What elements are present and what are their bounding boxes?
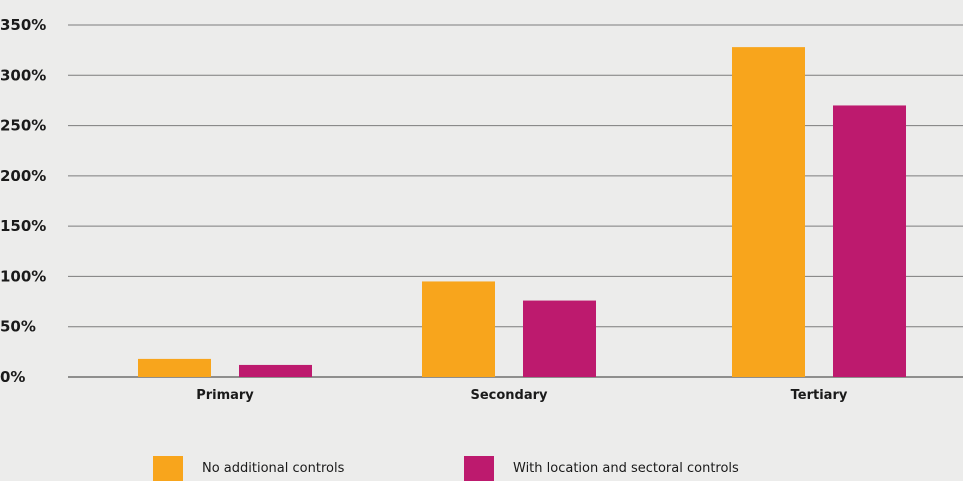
bar-primary-series-1 [138, 358, 211, 377]
y-axis-ticks: 0% 50% 100% 150% 200% 250% 300% 350% [0, 16, 46, 386]
y-tick-label: 50% [0, 318, 36, 336]
legend-label: No additional controls [202, 461, 345, 476]
bar-tertiary-series-2 [833, 105, 906, 377]
bar-secondary-series-2 [523, 300, 596, 377]
y-tick-label: 100% [0, 267, 46, 285]
legend-swatch [464, 456, 494, 481]
legend: No additional controls With location and … [153, 456, 739, 481]
x-axis-ticks: Primary Secondary Tertiary [196, 388, 848, 403]
gridlines [68, 24, 963, 378]
x-tick-label: Primary [196, 388, 254, 403]
y-tick-label: 150% [0, 217, 46, 235]
y-tick-label: 350% [0, 16, 46, 34]
y-tick-label: 250% [0, 117, 46, 135]
y-tick-label: 200% [0, 167, 46, 185]
y-tick-label: 300% [0, 66, 46, 84]
bar-secondary-series-1 [422, 281, 495, 377]
legend-label: With location and sectoral controls [513, 461, 739, 476]
y-tick-label: 0% [0, 368, 25, 386]
bar-primary-series-2 [239, 364, 312, 377]
bar-tertiary-series-1 [732, 47, 805, 378]
x-tick-label: Tertiary [791, 388, 848, 403]
legend-swatch [153, 456, 183, 481]
bars [138, 47, 906, 378]
x-tick-label: Secondary [470, 388, 548, 403]
